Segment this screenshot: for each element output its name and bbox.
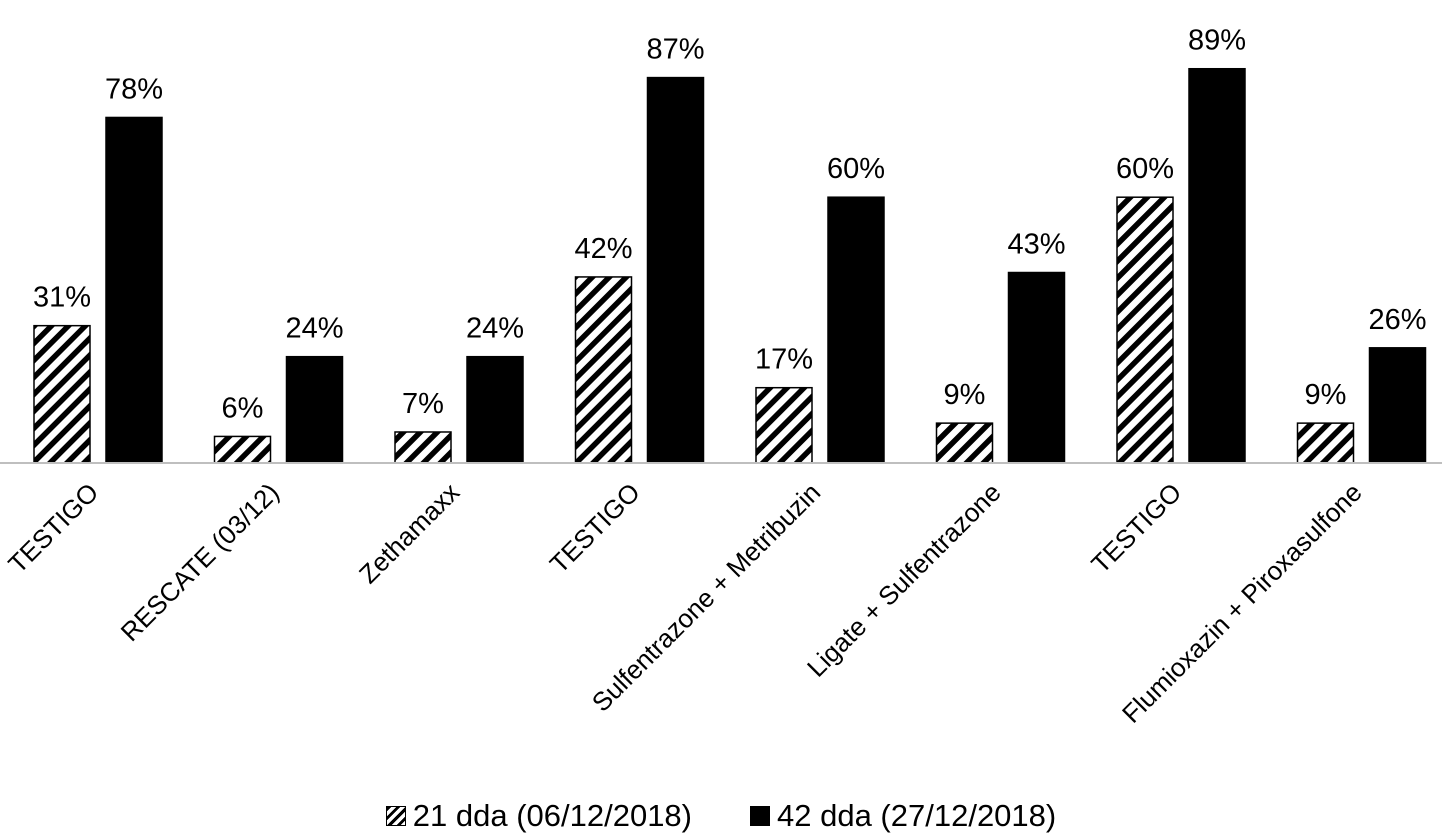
legend: 21 dda (06/12/2018) 42 dda (27/12/2018) <box>0 798 1442 834</box>
data-label-series-2-cat-8: 26% <box>1368 304 1426 336</box>
legend-swatch-solid <box>750 806 770 826</box>
data-label-series-1-cat-5: 17% <box>755 344 813 376</box>
bar-series-2-cat-3 <box>466 355 524 464</box>
bar-series-1-cat-7 <box>1116 196 1174 464</box>
x-tick-label-2: RESCATE (03/12) <box>115 477 285 647</box>
bar-series-2-cat-5 <box>827 196 885 464</box>
data-label-series-1-cat-6: 9% <box>944 379 986 411</box>
data-label-series-1-cat-3: 7% <box>402 388 444 420</box>
bar-series-1-cat-6 <box>935 422 994 464</box>
bar-chart-plot: 31% 78% 6% 24% 7% 24% 42% 87% 17% 60% 9% 43% 60% 89% 9… <box>0 25 1442 729</box>
data-label-series-1-cat-1: 31% <box>33 282 91 314</box>
bar-series-2-cat-2 <box>285 355 344 464</box>
data-label-series-2-cat-2: 24% <box>285 313 343 345</box>
legend-swatch-hatched <box>385 806 406 826</box>
bar-series-1-cat-8 <box>1296 422 1355 464</box>
data-label-series-2-cat-7: 89% <box>1188 25 1246 57</box>
bar-series-1-cat-2 <box>213 435 272 464</box>
data-label-series-1-cat-2: 6% <box>222 392 264 424</box>
data-label-series-1-cat-7: 60% <box>1116 153 1174 185</box>
x-tick-label-1: TESTIGO <box>2 477 104 579</box>
data-label-series-2-cat-4: 87% <box>646 34 704 66</box>
x-tick-label-3: Zethamaxx <box>353 477 465 589</box>
data-label-series-1-cat-8: 9% <box>1305 379 1347 411</box>
x-tick-label-7: TESTIGO <box>1085 477 1187 579</box>
legend-label-series-1: 21 dda (06/12/2018) <box>412 798 692 833</box>
x-tick-label-6: Ligate + Sulfentrazone <box>801 477 1007 683</box>
data-label-series-2-cat-3: 24% <box>466 313 524 345</box>
x-tick-label-4: TESTIGO <box>544 477 646 579</box>
bar-series-1-cat-5 <box>755 386 813 464</box>
data-label-series-2-cat-6: 43% <box>1007 229 1065 261</box>
bar-series-1-cat-3 <box>394 431 452 464</box>
bar-series-2-cat-6 <box>1007 271 1066 464</box>
bar-series-1-cat-1 <box>33 324 91 464</box>
bar-series-2-cat-1 <box>105 116 163 464</box>
data-label-series-2-cat-1: 78% <box>105 73 163 105</box>
data-label-series-1-cat-4: 42% <box>574 233 632 265</box>
legend-label-series-2: 42 dda (27/12/2018) <box>777 798 1057 833</box>
legend-item-series-1: 21 dda (06/12/2018) <box>385 798 692 834</box>
bar-series-2-cat-8 <box>1368 347 1427 464</box>
legend-item-series-2: 42 dda (27/12/2018) <box>750 798 1056 834</box>
bar-series-2-cat-7 <box>1188 67 1246 464</box>
bar-series-2-cat-4 <box>646 76 705 464</box>
data-label-series-2-cat-5: 60% <box>827 153 885 185</box>
bar-series-1-cat-4 <box>574 276 633 464</box>
